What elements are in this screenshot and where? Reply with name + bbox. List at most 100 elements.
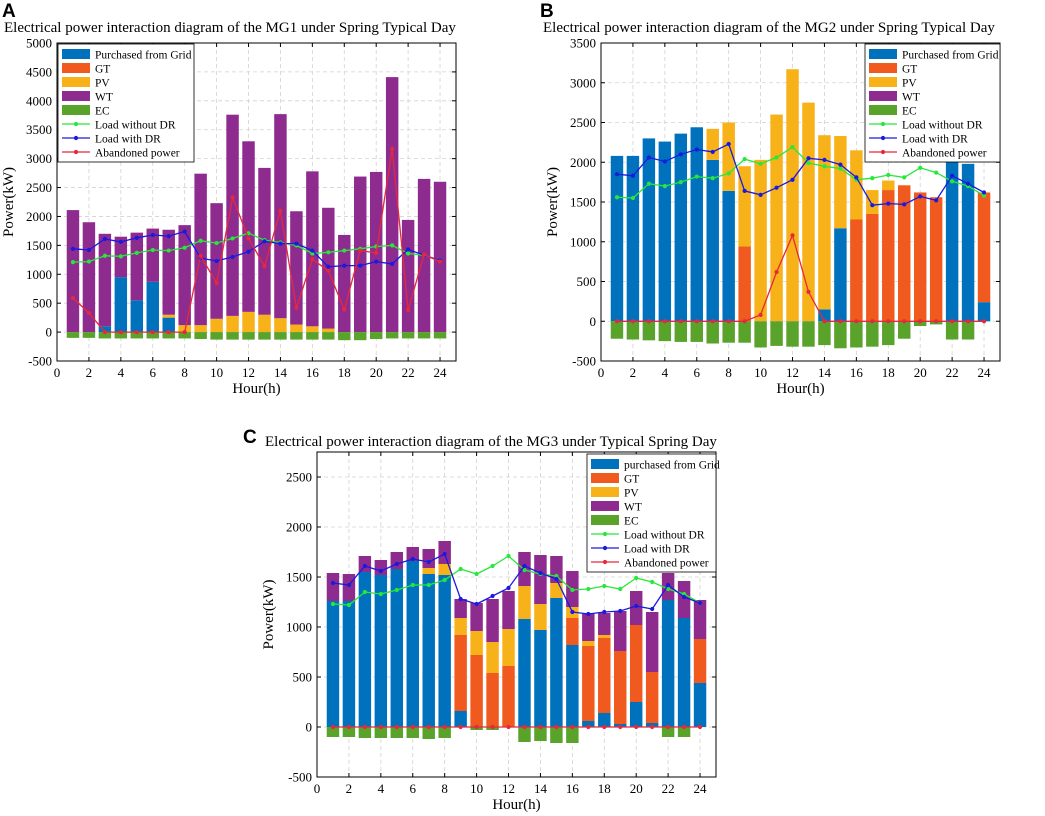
pc-point-load-with-dr-h14 <box>538 570 543 576</box>
pa-bar-wt-h7 <box>162 229 175 315</box>
pc-point-load-with-dr-h22 <box>666 582 671 588</box>
pa-point-abandoned-power-h16 <box>310 257 315 262</box>
pb-xtick-label: 24 <box>978 365 992 380</box>
pb-bar-ec-h18 <box>882 321 895 346</box>
pa-xtick-label: 22 <box>402 365 415 380</box>
pb-point-load-with-dr-h10 <box>758 192 763 197</box>
pb-bar-pv-h9 <box>738 166 751 247</box>
pa-bar-purchased-from-grid-h7 <box>162 317 175 333</box>
pc-bar-purchased-from-grid-h7 <box>422 574 435 727</box>
pc-point-load-with-dr-h5 <box>394 561 399 567</box>
pb-legend-marker-abandoned-power <box>880 149 886 155</box>
pa-bar-pv-h11 <box>226 315 239 333</box>
pc-point-load-without-dr-h11 <box>490 563 495 569</box>
pb-point-abandoned-power-h3 <box>646 319 651 324</box>
pa-bar-ec-h19 <box>354 332 367 341</box>
pb-ytick-label: 1000 <box>570 234 596 249</box>
pb-point-load-without-dr-h24 <box>981 193 987 198</box>
pc-ytick-label: -500 <box>288 770 312 785</box>
pb-point-load-without-dr-h14 <box>822 164 827 169</box>
pc-bar-wt-h17 <box>582 614 595 641</box>
pa-bar-ec-h12 <box>242 332 255 340</box>
pa-point-abandoned-power-h8 <box>182 329 187 335</box>
pc-bar-purchased-from-grid-h22 <box>661 600 675 727</box>
pa-xtick-label: 24 <box>434 365 448 380</box>
pb-legend-label-ec: EC <box>902 106 917 118</box>
pb-bar-pv-h12 <box>786 69 799 322</box>
pa-point-load-with-dr-h18 <box>342 263 347 268</box>
pb-bar-ec-h2 <box>626 321 640 340</box>
pa-point-load-without-dr-h1 <box>70 260 76 265</box>
pc-bar-purchased-from-grid-h5 <box>390 569 404 727</box>
pc-bar-pv-h15 <box>550 583 563 598</box>
pb-ytick-label: -500 <box>572 354 596 369</box>
pc-legend-label-ec: EC <box>624 516 639 528</box>
pa-bar-wt-h19 <box>354 176 367 333</box>
pa-x-axis-label: Hour(h) <box>232 381 280 397</box>
pc-xtick-label: 22 <box>662 781 675 796</box>
pa-bar-wt-h11 <box>226 114 239 316</box>
pa-bar-wt-h8 <box>178 225 191 326</box>
pa-bar-ec-h16 <box>306 332 319 340</box>
pc-bar-gt-h10 <box>470 655 483 727</box>
pc-point-load-without-dr-h5 <box>394 587 399 593</box>
pc-xtick-label: 4 <box>378 781 385 796</box>
pb-xtick-label: 4 <box>662 365 669 380</box>
pc-point-load-with-dr-h18 <box>602 609 607 615</box>
pc-xtick-label: 2 <box>346 781 353 796</box>
pb-bar-gt-h20 <box>913 192 927 322</box>
pb-legend-swatch-purchased-from-grid <box>869 49 897 59</box>
pa-xtick-label: 20 <box>370 365 383 380</box>
pc-point-abandoned-power-h11 <box>490 724 495 730</box>
pc-bar-wt-h1 <box>326 573 340 601</box>
pa-bar-purchased-from-grid-h3 <box>98 326 112 333</box>
pa-point-abandoned-power-h4 <box>118 329 123 335</box>
pc-bar-ec-h1 <box>326 727 340 737</box>
pc-legend-label-load-with-dr: Load with DR <box>624 544 690 556</box>
pa-xtick-label: 12 <box>242 365 255 380</box>
pb-point-load-with-dr-h19 <box>902 202 907 207</box>
pb-point-load-without-dr-h12 <box>790 145 795 150</box>
pb-legend-label-abandoned-power: Abandoned power <box>902 148 987 160</box>
pa-ytick-label: 5000 <box>26 36 52 51</box>
pc-legend-swatch-ec <box>591 515 619 525</box>
pb-point-load-without-dr-h18 <box>886 172 891 178</box>
pb-point-load-with-dr-h15 <box>838 162 843 167</box>
pc-legend-box <box>586 453 717 573</box>
pa-bar-wt-h6 <box>146 228 159 282</box>
pb-chart-title: Electrical power interaction diagram of … <box>543 20 995 36</box>
pb-line-load-without-dr <box>616 146 985 199</box>
pc-bar-wt-h19 <box>614 611 627 651</box>
pa-point-abandoned-power-h6 <box>150 329 155 335</box>
pb-point-abandoned-power-h5 <box>678 319 683 324</box>
pc-bar-purchased-from-grid-h4 <box>374 575 388 727</box>
pb-xtick-label: 10 <box>754 365 767 380</box>
pb-point-load-with-dr-h24 <box>981 190 987 195</box>
pb-xtick-label: 14 <box>818 365 832 380</box>
pa-legend-label-wt: WT <box>95 92 113 104</box>
pc-point-abandoned-power-h6 <box>410 724 415 730</box>
pa-point-abandoned-power-h5 <box>134 329 139 335</box>
pb-point-abandoned-power-h20 <box>918 319 923 324</box>
pa-point-load-without-dr-h11 <box>230 236 235 241</box>
pa-bar-wt-h22 <box>401 219 415 333</box>
pb-point-load-without-dr-h21 <box>934 170 939 175</box>
pb-bar-purchased-from-grid-h4 <box>658 141 672 322</box>
pc-point-abandoned-power-h10 <box>474 724 479 730</box>
pb-legend-swatch-wt <box>869 91 897 101</box>
pa-bar-wt-h3 <box>98 233 112 327</box>
pb-bar-purchased-from-grid-h23 <box>961 163 975 322</box>
pb-point-load-without-dr-h3 <box>646 181 651 186</box>
pb-legend-swatch-pv <box>869 77 897 87</box>
pa-bar-ec-h17 <box>322 332 335 340</box>
pa-xtick-label: 8 <box>181 365 188 380</box>
pb-bar-ec-h11 <box>770 321 783 346</box>
pa-xtick-label: 10 <box>210 365 223 380</box>
pa-point-load-with-dr-h8 <box>182 229 187 234</box>
pc-bar-gt-h21 <box>645 672 659 723</box>
pb-point-abandoned-power-h4 <box>662 319 667 324</box>
pb-point-load-without-dr-h4 <box>662 184 667 189</box>
pb-bar-pv-h13 <box>802 102 815 322</box>
pc-point-abandoned-power-h3 <box>362 724 367 730</box>
pb-bar-ec-h5 <box>674 321 688 342</box>
